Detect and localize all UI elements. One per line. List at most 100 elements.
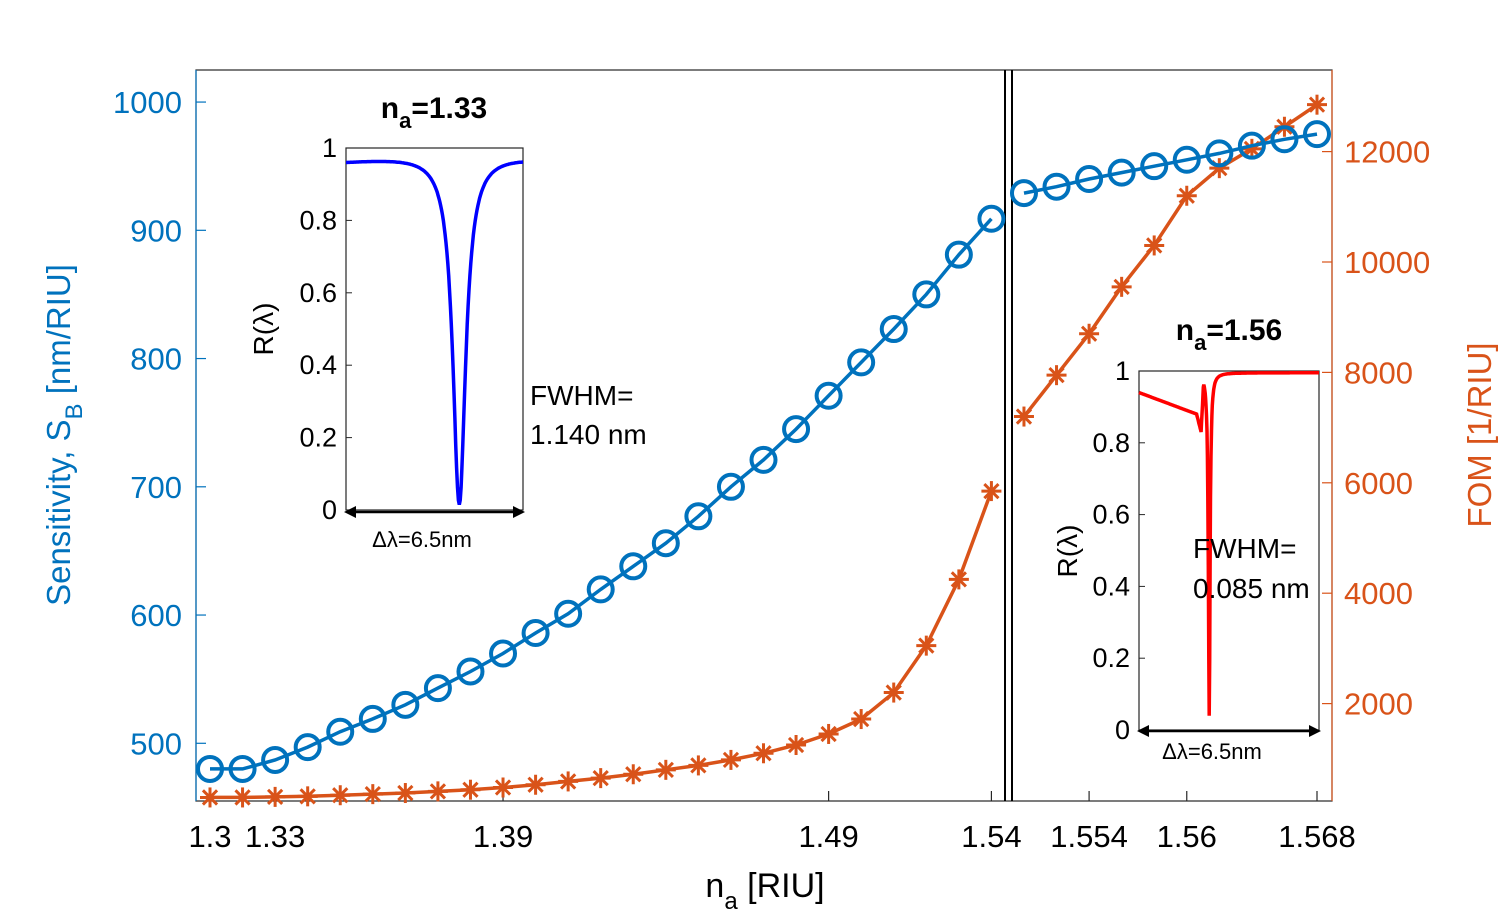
right-axis-label: FOM [1/RIU] (1461, 342, 1498, 527)
series-line (1022, 103, 1318, 418)
fom-marker (1176, 185, 1197, 206)
inset-2-fwhm-value: 0.085 nm (1193, 573, 1310, 604)
sensitivity-marker (586, 575, 615, 604)
x-axis-label: na [RIU] (705, 867, 824, 915)
sensitivity-series (196, 120, 1331, 783)
fom-marker (753, 743, 774, 764)
left-tick-label: 600 (130, 598, 182, 633)
fom-marker (1046, 365, 1067, 386)
fom-marker (1307, 94, 1327, 115)
fom-marker (362, 784, 383, 805)
sensitivity-marker (1270, 125, 1299, 154)
x-tick-label: 1.568 (1278, 819, 1356, 854)
sensitivity-marker (879, 315, 908, 344)
fom-marker (1144, 235, 1165, 256)
sensitivity-marker (1042, 172, 1071, 201)
fom-marker (330, 785, 351, 806)
sensitivity-marker (977, 204, 1006, 233)
x-tick-label: 1.554 (1050, 819, 1128, 854)
fom-marker (1013, 406, 1034, 427)
x-tick-label: 1.39 (473, 819, 533, 854)
inset-tick-label: 0 (1115, 715, 1130, 745)
sensitivity-marker (326, 717, 355, 746)
left-tick-label: 800 (130, 342, 182, 377)
sensitivity-marker (456, 657, 485, 686)
inset-tick-label: 0.6 (1092, 500, 1130, 530)
sensitivity-marker (423, 674, 452, 703)
fom-marker (720, 749, 741, 770)
sensitivity-marker (847, 348, 876, 377)
inset-1-reflectance-curve (346, 159, 524, 505)
inset-1-fwhm-label: FWHM= (530, 380, 633, 411)
right-tick-label: 2000 (1344, 687, 1413, 722)
sensitivity-marker (1205, 139, 1234, 168)
fom-marker (525, 774, 546, 795)
fom-marker (1111, 276, 1132, 297)
inset-tick-label: 0 (322, 495, 337, 525)
x-tick-label: 1.54 (961, 819, 1021, 854)
inset-1-ylabel: R(λ) (248, 303, 279, 356)
inset-tick-label: 0.2 (299, 423, 337, 453)
x-tick-label: 1.33 (245, 819, 305, 854)
sensitivity-marker (489, 639, 518, 668)
inset-2-fwhm-label: FWHM= (1193, 533, 1296, 564)
inset-tick-label: 1 (322, 133, 337, 163)
fom-marker (916, 635, 937, 656)
sensitivity-marker (782, 415, 811, 444)
inset-2-arrow-right-head (1309, 725, 1321, 737)
fom-marker (1079, 323, 1100, 344)
fom-marker (297, 786, 318, 807)
sensitivity-marker (1303, 120, 1331, 149)
inset-tick-label: 0.2 (1092, 643, 1130, 673)
sensitivity-marker (261, 745, 290, 774)
fom-marker (851, 709, 872, 730)
inset-1-arrow-left-head (344, 506, 356, 518)
fom-marker (688, 755, 709, 776)
fom-marker (655, 759, 676, 780)
inset-2-frame (1138, 370, 1320, 731)
sensitivity-marker (1107, 158, 1136, 187)
sensitivity-marker (391, 690, 420, 719)
inset-1-span-label: Δλ=6.5nm (372, 527, 472, 552)
fom-marker (981, 481, 1002, 502)
sensitivity-marker (1172, 145, 1201, 174)
inset-tick-label: 0.4 (299, 350, 337, 380)
sensitivity-marker (1009, 179, 1038, 208)
left-tick-label: 900 (130, 213, 182, 248)
sensitivity-marker (554, 599, 583, 628)
fom-marker (493, 777, 514, 798)
inset-tick-label: 0.8 (299, 205, 337, 235)
fom-marker (427, 781, 448, 802)
sensitivity-marker (293, 733, 322, 762)
inset-tick-label: 0.4 (1092, 571, 1130, 601)
right-tick-label: 12000 (1344, 135, 1430, 170)
inset-2-reflectance-curve (1138, 371, 1319, 716)
fom-marker (818, 723, 839, 744)
sensitivity-marker (1237, 131, 1266, 160)
inset-2-ticks: 0 0.2 0.4 0.6 0.8 1 (1092, 356, 1145, 745)
x-tick-label: 1.56 (1157, 819, 1217, 854)
right-tick-label: 4000 (1344, 576, 1413, 611)
inset-tick-label: 0.8 (1092, 428, 1130, 458)
inset-2-title: na=1.56 (1176, 314, 1283, 355)
right-tick-label: 8000 (1344, 355, 1413, 390)
right-tick-label: 10000 (1344, 245, 1430, 280)
left-tick-label: 500 (130, 726, 182, 761)
inset-tick-label: 1 (1115, 356, 1130, 386)
inset-1-ticks: 0 0.2 0.4 0.6 0.8 1 (299, 133, 352, 525)
fom-marker (786, 735, 807, 755)
inset-2: na=1.56 0 0.2 0.4 0.6 0.8 1 R(λ) Δλ=6.5nm FWH… (1052, 314, 1321, 764)
sensitivity-marker (912, 280, 941, 309)
fom-marker (590, 768, 611, 789)
inset-tick-label: 0.6 (299, 278, 337, 308)
inset-1-frame (345, 147, 524, 511)
sensitivity-marker (684, 502, 713, 531)
sensitivity-marker (1140, 152, 1169, 181)
sensitivity-marker (358, 704, 387, 733)
x-tick-label: 1.3 (188, 819, 231, 854)
inset-2-arrow-left-head (1137, 725, 1149, 737)
fom-marker (558, 771, 579, 792)
fom-marker (265, 786, 286, 807)
series-line (1023, 132, 1318, 195)
